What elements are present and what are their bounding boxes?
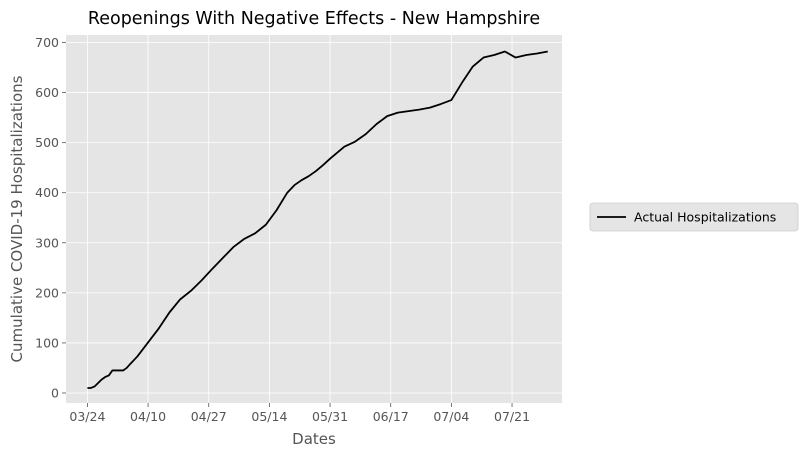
plot-area xyxy=(66,35,562,403)
y-tick-label: 500 xyxy=(35,135,59,150)
legend-box xyxy=(589,202,799,232)
x-tick-label: 05/31 xyxy=(312,409,348,424)
x-tick-label: 06/17 xyxy=(373,409,409,424)
x-tick-label: 05/14 xyxy=(251,409,287,424)
grid xyxy=(66,35,562,403)
y-tick-label: 200 xyxy=(35,285,59,300)
legend: Actual Hospitalizations xyxy=(589,202,799,232)
x-tick-label: 07/21 xyxy=(494,409,530,424)
y-tick-label: 0 xyxy=(51,385,59,400)
y-tick-label: 100 xyxy=(35,335,59,350)
series-line-actual-hospitalizations xyxy=(87,50,548,389)
x-tick-label: 04/10 xyxy=(130,409,166,424)
y-tick-label: 700 xyxy=(35,35,59,50)
chart-title: Reopenings With Negative Effects - New H… xyxy=(88,9,540,29)
y-tick-label: 300 xyxy=(35,235,59,250)
x-tick-label: 04/27 xyxy=(191,409,227,424)
series-layer xyxy=(87,50,548,389)
y-axis-label: Cumulative COVID-19 Hospitalizations xyxy=(8,75,26,362)
x-tick-label: 07/04 xyxy=(433,409,469,424)
y-tick-label: 400 xyxy=(35,185,59,200)
tick-layer: 0 100 200 300 400 500 600 700 03/24 04/10 04/27 05/… xyxy=(35,35,530,424)
y-tick-label: 600 xyxy=(35,85,59,100)
legend-label: Actual Hospitalizations xyxy=(634,210,776,225)
x-tick-label: 03/24 xyxy=(69,409,105,424)
x-axis-label: Dates xyxy=(292,430,336,448)
